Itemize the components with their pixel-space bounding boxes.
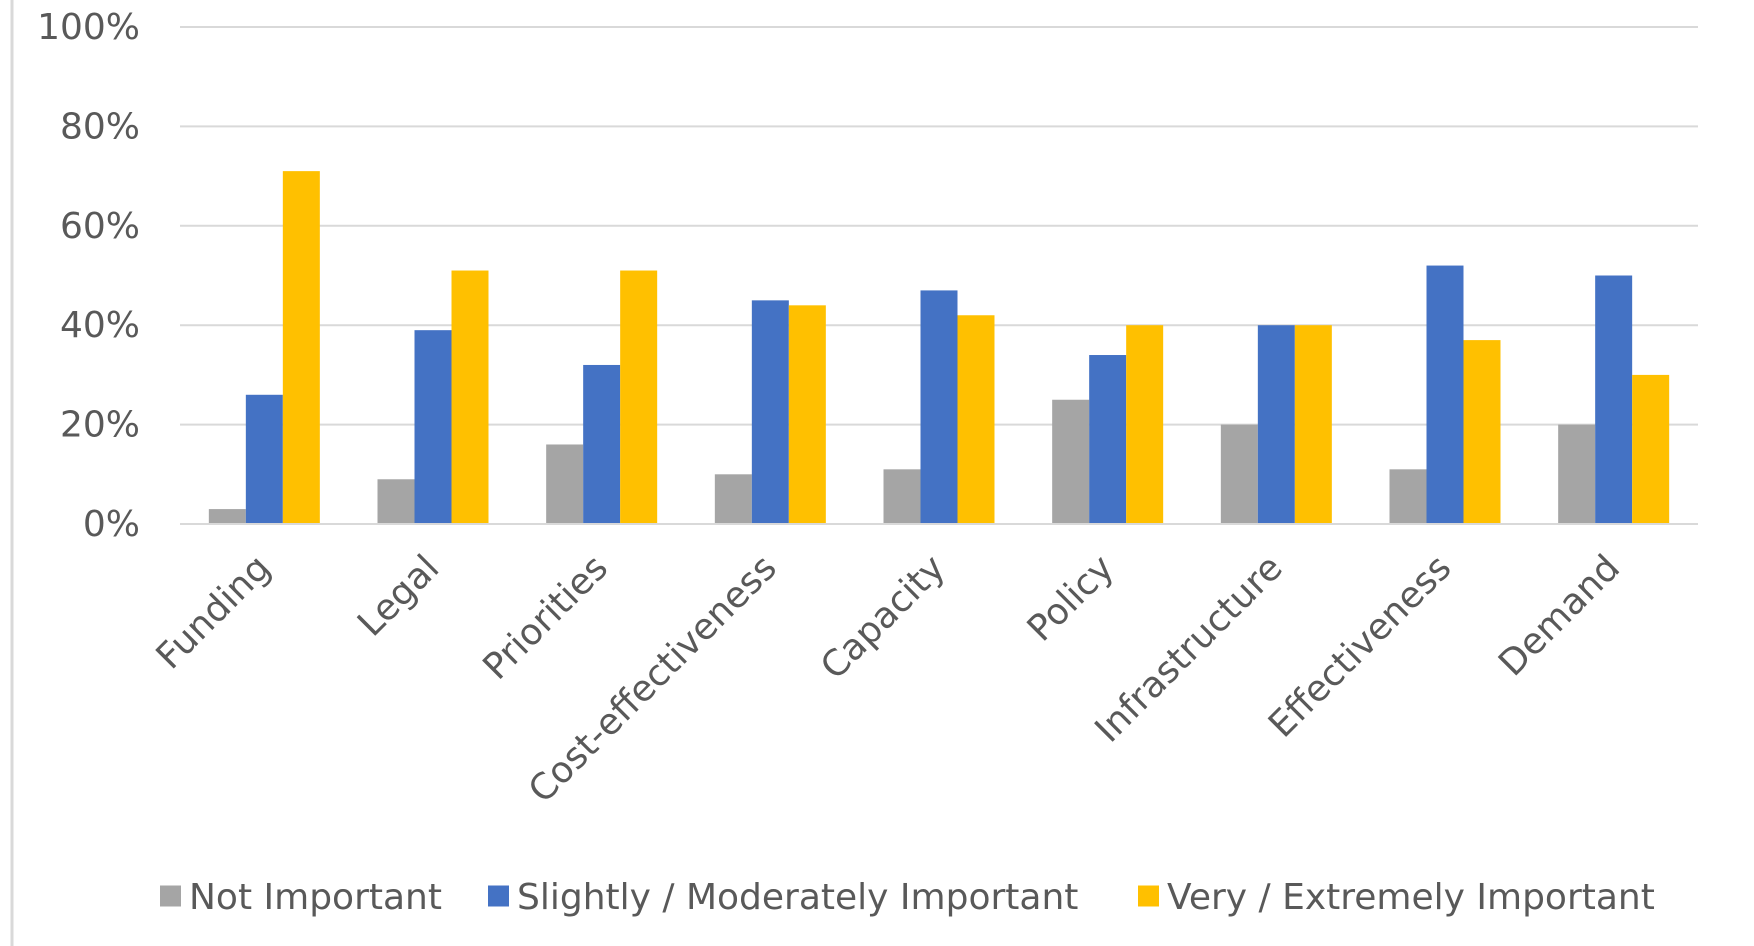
x-tick-label: Capacity [813,547,953,687]
bar-legal-series-3 [451,270,489,524]
legend-swatch [488,885,509,907]
y-tick-label: 80% [60,106,140,147]
bar-effectiveness-series-1 [1389,469,1427,524]
bar-infrastructure-series-1 [1220,424,1258,524]
x-axis-category-labels: Funding Legal PrioritiesCost-effectiveness… [149,547,1628,811]
bar-infrastructure-series-2 [1257,325,1295,524]
bar-legal-series-1 [377,479,415,524]
bar-priorities-series-2 [583,364,621,524]
y-tick-label: 20% [60,405,140,446]
y-tick-label: 100% [37,7,140,48]
bar-legal-series-2 [414,330,452,524]
legend-swatch [1138,885,1159,907]
bar-cost-effectiveness-series-2 [751,300,789,524]
bars [208,171,1670,524]
bar-effectiveness-series-3 [1463,340,1501,524]
y-tick-label: 40% [60,305,140,346]
bar-effectiveness-series-2 [1426,265,1464,524]
bar-policy-series-2 [1089,355,1127,524]
x-tick-label: Demand [1491,547,1628,684]
bar-capacity-series-3 [957,315,995,524]
x-tick-label: Legal [350,547,447,644]
bar-infrastructure-series-3 [1294,325,1332,524]
bar-cost-effectiveness-series-1 [714,474,752,524]
bar-demand-series-2 [1595,275,1633,524]
bar-capacity-series-2 [920,290,958,524]
x-tick-label: Funding [149,547,279,677]
legend: Not Important Slightly / Moderately Impor… [160,877,1655,918]
bar-funding-series-1 [208,509,246,524]
bar-demand-series-3 [1632,374,1670,524]
legend-label: Not Important [189,877,442,918]
bar-cost-effectiveness-series-3 [788,305,826,524]
x-tick-label: Policy [1020,547,1122,649]
bar-policy-series-1 [1052,399,1090,524]
bar-capacity-series-1 [883,469,921,524]
bar-funding-series-2 [245,394,283,524]
x-tick-label: Effectiveness [1261,547,1459,745]
legend-swatch [160,885,181,907]
legend-label: Very / Extremely Important [1167,877,1655,918]
bar-funding-series-3 [282,171,320,524]
bar-policy-series-3 [1126,325,1164,524]
y-tick-label: 60% [60,206,140,247]
x-tick-label: Priorities [476,547,617,688]
bar-priorities-series-3 [620,270,658,524]
y-axis-tick-labels: 0% 20% 40% 60% 80% 100% [37,7,140,545]
y-tick-label: 0% [83,504,140,545]
legend-label: Slightly / Moderately Important [517,877,1078,918]
bar-priorities-series-1 [546,444,584,524]
bar-demand-series-1 [1558,424,1596,524]
